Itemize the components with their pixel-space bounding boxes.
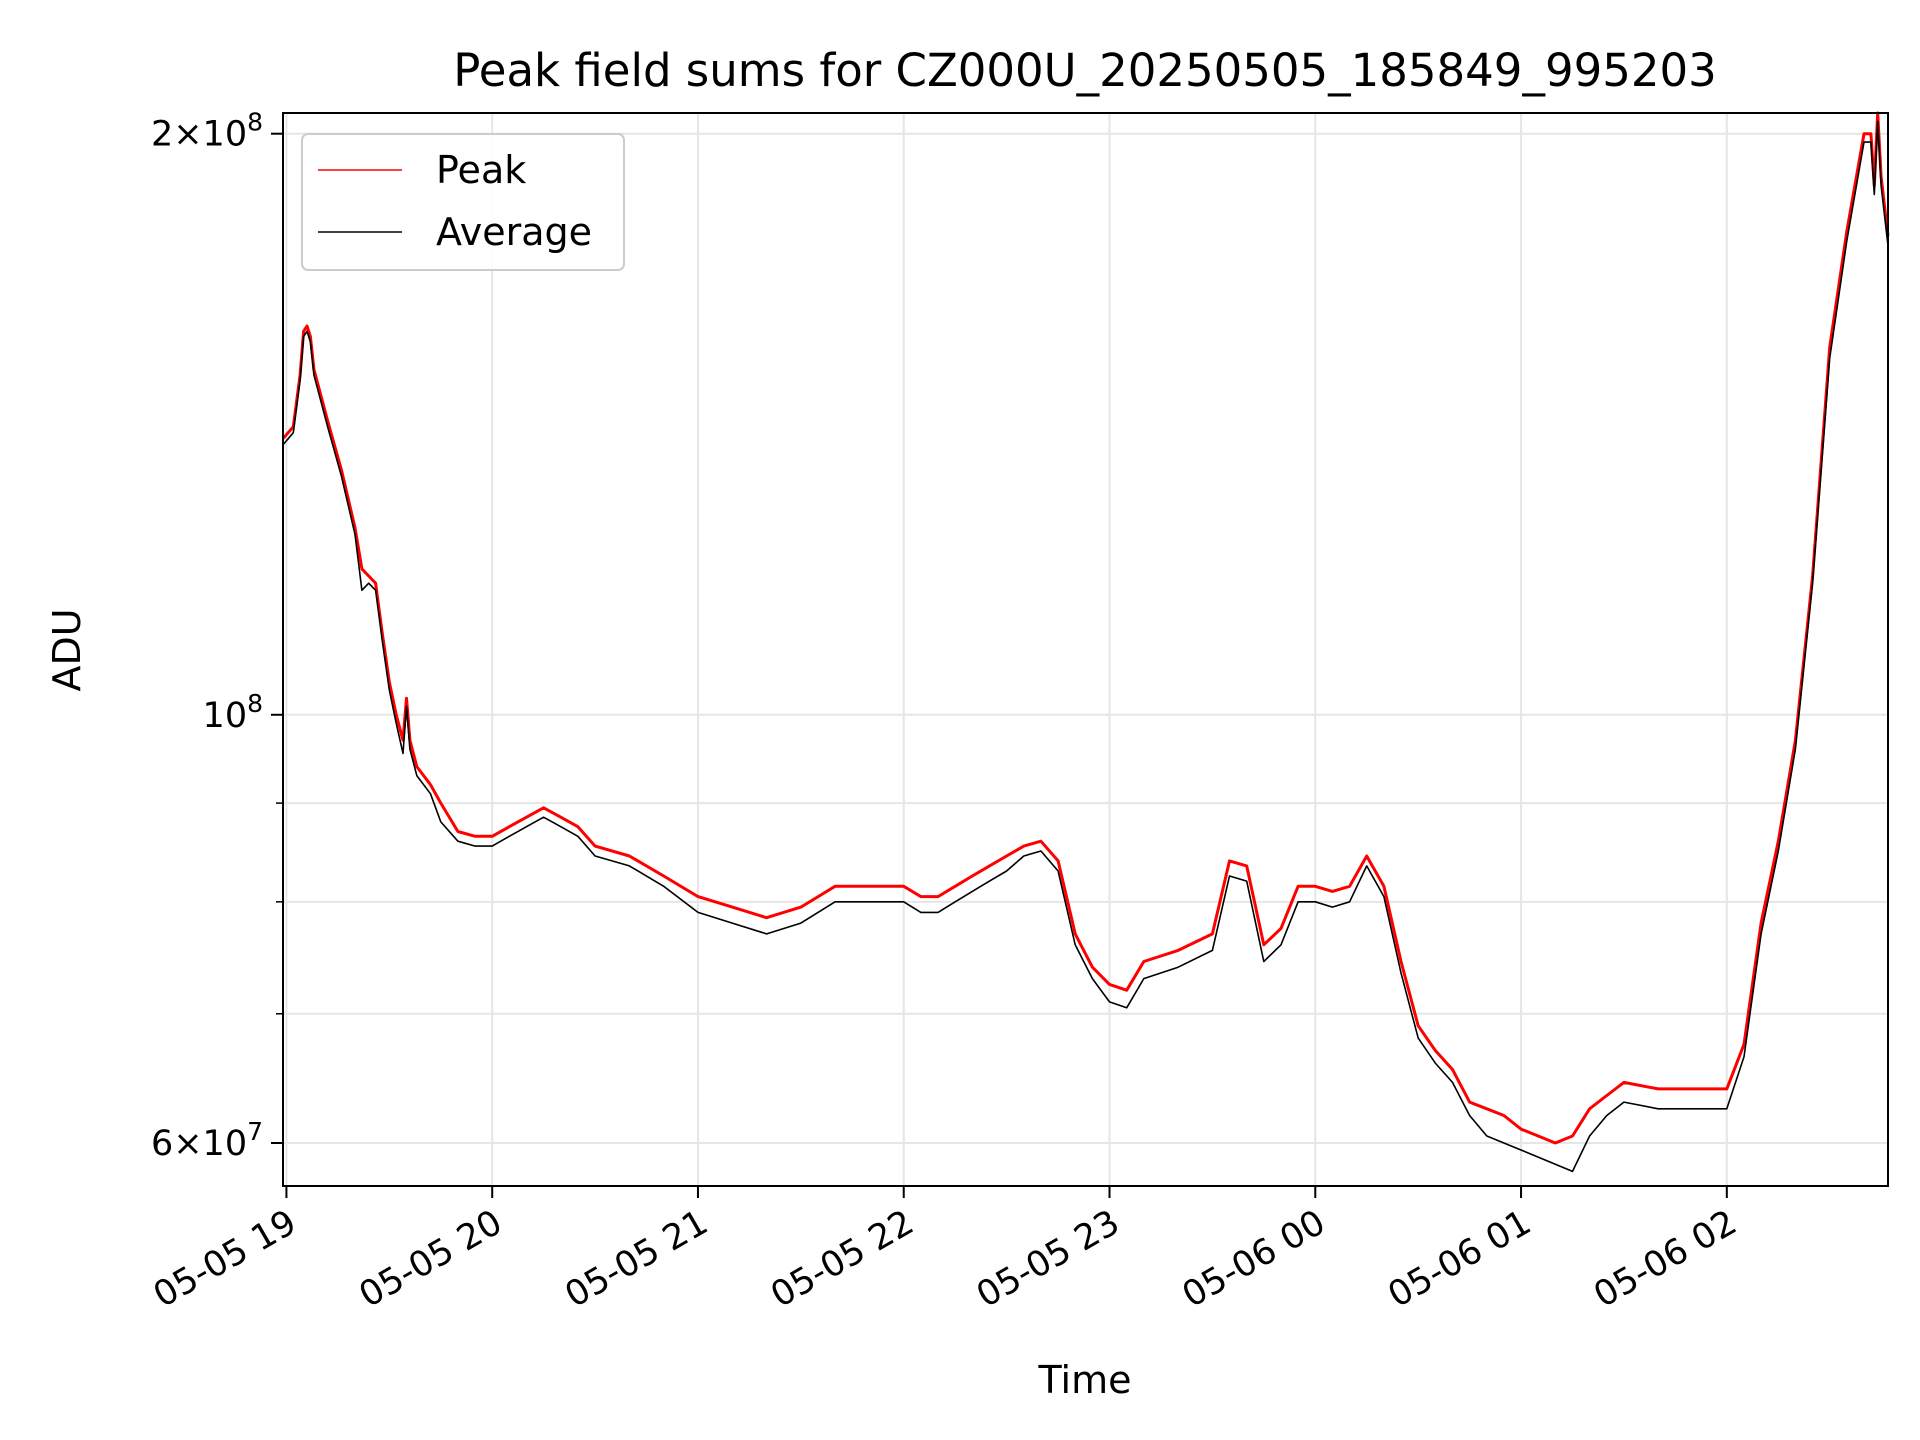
legend: Peak Average — [301, 133, 625, 271]
y-tick-label-part: 10 — [203, 1124, 248, 1164]
plot-lines — [281, 111, 1890, 1173]
y-tick-label-part: × — [173, 1124, 202, 1164]
chart-title: Peak field sums for CZ000U_20250505_1858… — [453, 44, 1716, 97]
y-axis-label: ADU — [45, 608, 89, 691]
y-tick-label-part: 7 — [247, 1117, 263, 1146]
series-line-average — [282, 120, 1889, 1173]
y-tick-label-part: 10 — [203, 115, 248, 155]
y-tick-label: 2×108 — [151, 108, 263, 155]
y-tick-label-part: 10 — [203, 696, 248, 736]
y-tick-label: 6×107 — [151, 1117, 263, 1164]
x-axis-label: Time — [1038, 1358, 1132, 1402]
y-tick-label: 108 — [203, 689, 263, 736]
legend-label-peak: Peak — [436, 148, 526, 192]
y-tick-label-part: 8 — [247, 108, 263, 137]
legend-label-average: Average — [436, 210, 592, 254]
plot-frame — [282, 112, 1889, 1187]
series-line-peak — [281, 111, 1890, 1145]
y-tick-label-part: 8 — [247, 689, 263, 718]
y-tick-label-part: 2 — [151, 115, 173, 155]
grid — [283, 113, 1888, 1186]
y-tick-label-part: × — [173, 115, 202, 155]
y-tick-label-part: 6 — [151, 1124, 173, 1164]
legend-box — [301, 133, 625, 271]
